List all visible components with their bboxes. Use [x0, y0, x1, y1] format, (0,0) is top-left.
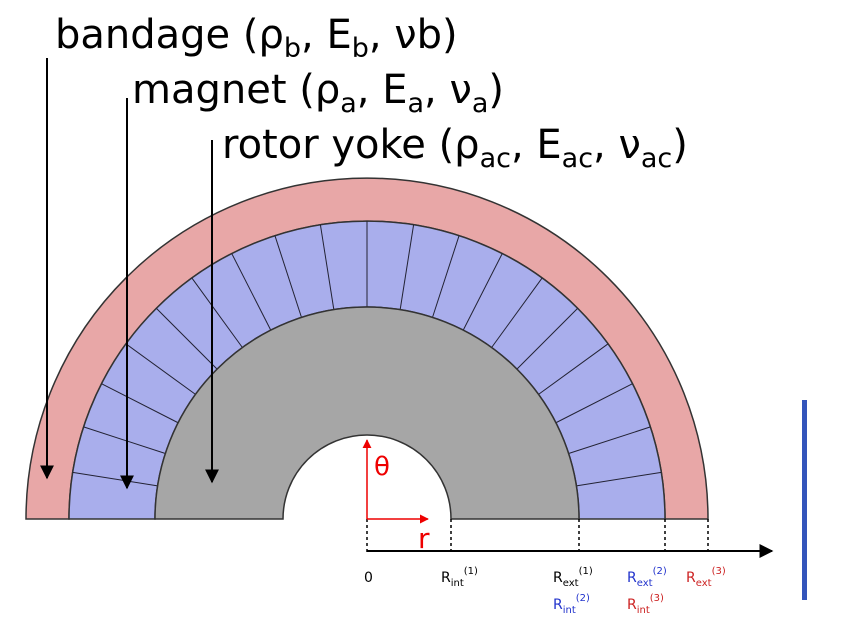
magnet-divider	[568, 426, 651, 454]
label-text: )	[488, 67, 504, 113]
radius-label: 0	[364, 570, 373, 586]
magnet-divider	[576, 471, 662, 487]
magnet-divider	[516, 307, 579, 370]
label-text: , νb)	[369, 12, 458, 58]
radius-label: Rint(3)	[627, 593, 664, 616]
superscript: (2)	[576, 593, 590, 604]
rotor-drawing	[25, 58, 774, 558]
subscript: a	[407, 88, 424, 119]
label-text: bandage (ρ	[55, 12, 284, 58]
label-text: , E	[511, 122, 562, 168]
subscript: ext	[563, 578, 579, 589]
subscript: a	[472, 88, 489, 119]
radius-symbol: R	[553, 597, 563, 613]
r-label: r	[418, 522, 430, 555]
magnet-divider	[319, 224, 335, 310]
subscript: ext	[637, 578, 653, 589]
label-text: rotor yoke (ρ	[222, 122, 480, 168]
superscript: (1)	[579, 566, 593, 577]
label-text: , ν	[593, 122, 641, 168]
rotor-yoke-label: rotor yoke (ρac, Eac, νac)	[222, 122, 688, 174]
subscript: ac	[480, 143, 511, 174]
label-text: magnet (ρ	[132, 67, 340, 113]
magnet-divider	[432, 235, 460, 318]
subscript: ac	[641, 143, 672, 174]
radius-label: Rext(1)	[553, 566, 593, 589]
blue-bar	[802, 400, 807, 600]
label-text: , E	[357, 67, 408, 113]
theta-label: θ	[374, 452, 390, 482]
subscript: a	[340, 88, 357, 119]
subscript: int	[563, 605, 576, 616]
subscript: b	[352, 33, 369, 64]
radius-label: Rint(1)	[441, 566, 478, 589]
magnet-divider	[399, 224, 415, 310]
magnet-divider	[274, 235, 302, 318]
label-text: , E	[301, 12, 352, 58]
label-text: , ν	[424, 67, 472, 113]
subscript: ac	[562, 143, 593, 174]
radius-label: Rext(3)	[686, 566, 726, 589]
magnet-divider	[72, 471, 158, 487]
label-text: )	[672, 122, 688, 168]
magnet-divider	[83, 426, 166, 454]
magnet-divider	[231, 253, 272, 331]
superscript: (1)	[464, 566, 478, 577]
radius-symbol: R	[686, 570, 696, 586]
bandage-label: bandage (ρb, Eb, νb)	[55, 12, 458, 64]
subscript: int	[637, 605, 650, 616]
subscript: ext	[696, 578, 712, 589]
magnet-divider	[491, 277, 543, 348]
radius-symbol: 0	[364, 570, 373, 586]
radius-symbol: R	[627, 597, 637, 613]
magnet-divider	[538, 343, 609, 395]
superscript: (2)	[653, 566, 667, 577]
radius-label: Rint(2)	[553, 593, 590, 616]
magnet-divider	[155, 307, 218, 370]
magnet-divider	[191, 277, 243, 348]
superscript: (3)	[712, 566, 726, 577]
subscript: int	[451, 578, 464, 589]
magnet-divider	[555, 383, 633, 424]
radius-label: Rext(2)	[627, 566, 667, 589]
magnet-divider	[125, 343, 196, 395]
superscript: (3)	[650, 593, 664, 604]
magnet-label: magnet (ρa, Ea, νa)	[132, 67, 504, 119]
magnet-divider	[101, 383, 179, 424]
radius-symbol: R	[553, 570, 563, 586]
subscript: b	[284, 33, 301, 64]
magnet-divider	[462, 253, 503, 331]
rotor-yoke	[154, 306, 580, 520]
radius-symbol: R	[441, 570, 451, 586]
radius-symbol: R	[627, 570, 637, 586]
